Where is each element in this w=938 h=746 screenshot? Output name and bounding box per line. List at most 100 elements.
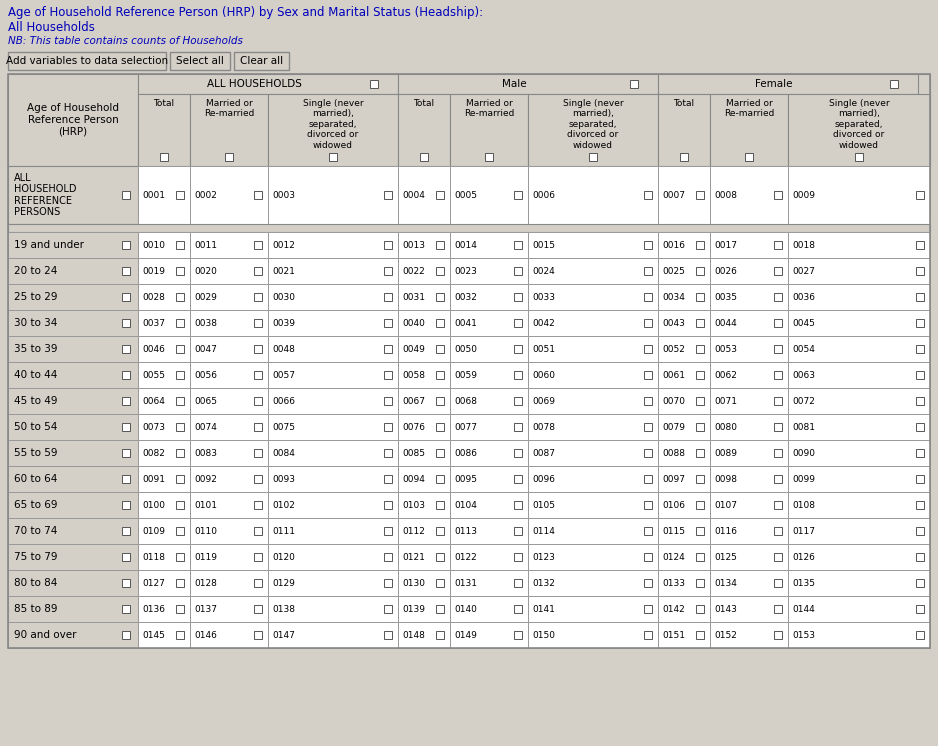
Bar xyxy=(190,284,268,310)
Bar xyxy=(436,579,444,587)
Bar xyxy=(658,518,710,544)
Bar xyxy=(450,310,528,336)
Bar xyxy=(138,258,190,284)
Bar xyxy=(122,319,130,327)
Bar xyxy=(658,362,710,388)
Bar xyxy=(384,449,392,457)
Text: 0096: 0096 xyxy=(532,474,555,483)
Bar xyxy=(644,371,652,379)
Bar xyxy=(450,518,528,544)
Bar xyxy=(528,94,658,166)
Text: 0055: 0055 xyxy=(142,371,165,380)
Bar xyxy=(644,345,652,353)
Bar xyxy=(254,475,262,483)
Bar xyxy=(514,267,522,275)
Bar xyxy=(788,596,930,622)
Text: 0075: 0075 xyxy=(272,422,295,431)
Bar xyxy=(138,466,190,492)
Bar xyxy=(138,94,190,166)
Bar xyxy=(190,258,268,284)
Bar xyxy=(398,414,450,440)
Text: 50 to 54: 50 to 54 xyxy=(14,422,57,432)
Bar xyxy=(788,166,930,224)
Text: 0065: 0065 xyxy=(194,397,217,406)
Bar xyxy=(176,423,184,431)
Text: 0076: 0076 xyxy=(402,422,425,431)
Text: 0141: 0141 xyxy=(532,604,555,613)
Bar xyxy=(8,224,930,232)
Text: 0069: 0069 xyxy=(532,397,555,406)
Text: 0150: 0150 xyxy=(532,630,555,639)
Text: 0018: 0018 xyxy=(792,240,815,249)
Text: 0047: 0047 xyxy=(194,345,217,354)
Text: 75 to 79: 75 to 79 xyxy=(14,552,57,562)
Text: 0023: 0023 xyxy=(454,266,477,275)
Text: 0024: 0024 xyxy=(532,266,554,275)
Bar xyxy=(855,153,863,161)
Bar xyxy=(916,319,924,327)
Bar xyxy=(658,232,710,258)
Bar xyxy=(398,622,450,648)
Text: 0077: 0077 xyxy=(454,422,477,431)
Bar xyxy=(398,518,450,544)
Bar xyxy=(528,166,658,224)
Text: 0113: 0113 xyxy=(454,527,477,536)
Bar xyxy=(916,241,924,249)
Text: Married or
Re-married: Married or Re-married xyxy=(463,99,514,119)
Text: Total: Total xyxy=(414,99,434,108)
Bar xyxy=(254,553,262,561)
Text: 0097: 0097 xyxy=(662,474,685,483)
Bar xyxy=(398,284,450,310)
Text: 0054: 0054 xyxy=(792,345,815,354)
Bar xyxy=(710,622,788,648)
Bar xyxy=(398,94,450,166)
Bar xyxy=(630,80,638,88)
Bar xyxy=(8,74,138,166)
Bar xyxy=(138,414,190,440)
Bar xyxy=(436,605,444,613)
Bar xyxy=(916,293,924,301)
Bar xyxy=(644,631,652,639)
Bar xyxy=(176,579,184,587)
Bar xyxy=(916,397,924,405)
Text: Age of Household Reference Person (HRP) by Sex and Marital Status (Headship):: Age of Household Reference Person (HRP) … xyxy=(8,6,483,19)
Bar xyxy=(268,596,398,622)
Text: 0002: 0002 xyxy=(194,190,217,199)
Bar xyxy=(254,345,262,353)
Text: 0124: 0124 xyxy=(662,553,685,562)
Bar xyxy=(644,579,652,587)
Bar xyxy=(190,518,268,544)
Text: 55 to 59: 55 to 59 xyxy=(14,448,57,458)
Bar xyxy=(916,501,924,509)
Bar xyxy=(514,475,522,483)
Bar xyxy=(528,544,658,570)
Text: 0036: 0036 xyxy=(792,292,815,301)
Bar xyxy=(190,544,268,570)
Text: Married or
Re-married: Married or Re-married xyxy=(724,99,774,119)
Text: Total: Total xyxy=(673,99,694,108)
Text: 0051: 0051 xyxy=(532,345,555,354)
Bar xyxy=(696,267,704,275)
Bar xyxy=(436,527,444,535)
Bar xyxy=(788,362,930,388)
Bar xyxy=(122,397,130,405)
Bar xyxy=(176,605,184,613)
Bar xyxy=(254,293,262,301)
Bar xyxy=(528,310,658,336)
Bar xyxy=(122,267,130,275)
Bar xyxy=(176,191,184,199)
Bar xyxy=(384,241,392,249)
Bar xyxy=(788,94,930,166)
Bar xyxy=(916,423,924,431)
Bar xyxy=(450,232,528,258)
Bar xyxy=(190,232,268,258)
Bar xyxy=(528,258,658,284)
Text: 0152: 0152 xyxy=(714,630,737,639)
Bar xyxy=(528,440,658,466)
Bar xyxy=(398,362,450,388)
Bar xyxy=(122,345,130,353)
Bar xyxy=(190,310,268,336)
Bar xyxy=(138,596,190,622)
Bar xyxy=(268,544,398,570)
Bar xyxy=(696,423,704,431)
